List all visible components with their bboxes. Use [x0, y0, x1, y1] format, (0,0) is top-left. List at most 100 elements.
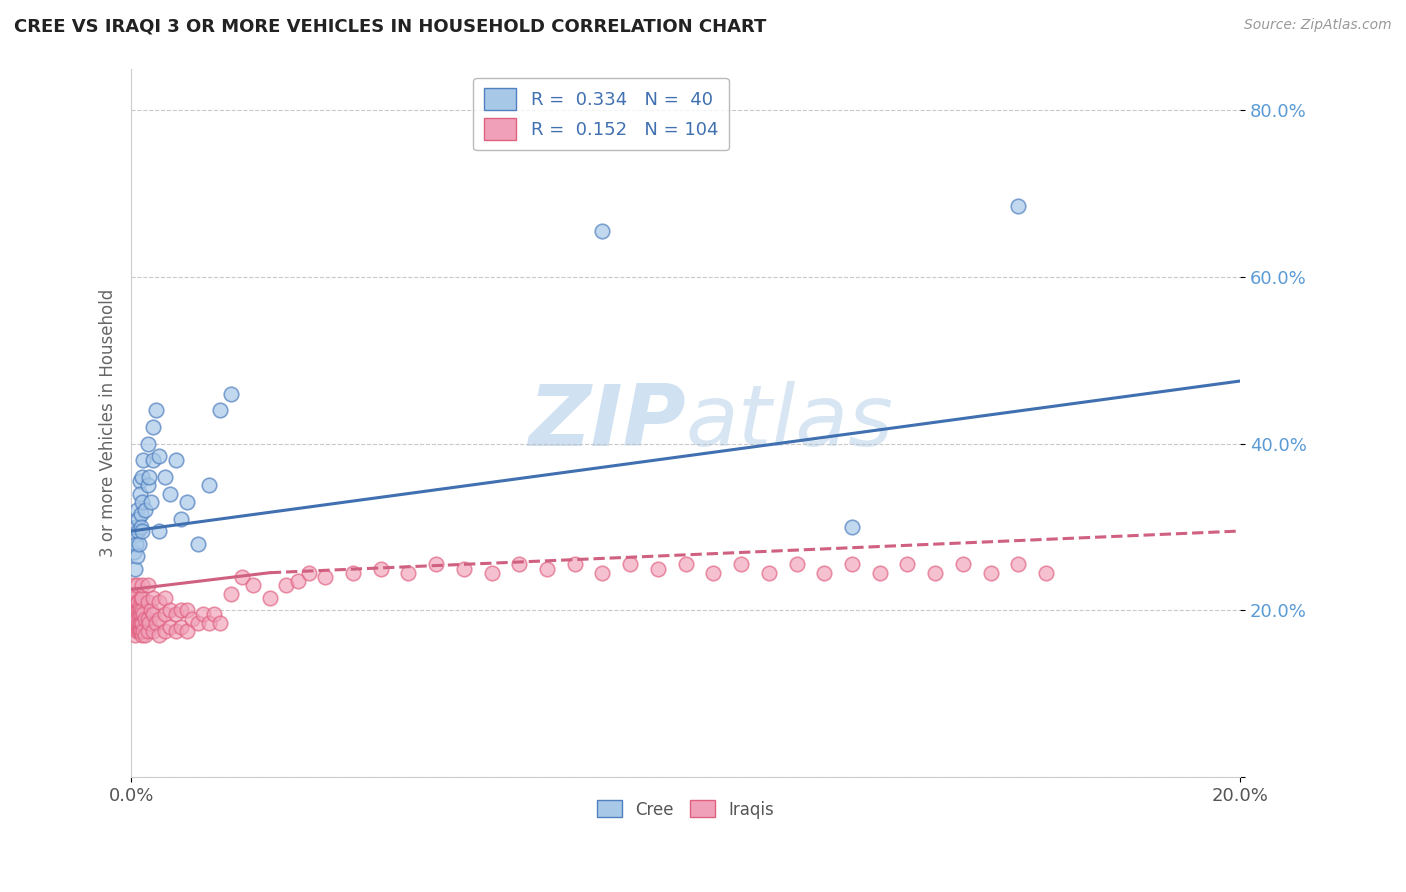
Y-axis label: 3 or more Vehicles in Household: 3 or more Vehicles in Household: [100, 289, 117, 557]
Text: Source: ZipAtlas.com: Source: ZipAtlas.com: [1244, 18, 1392, 32]
Point: [170, 511, 193, 525]
Point: [131, 578, 153, 592]
Point: [219, 586, 242, 600]
Point: [298, 566, 321, 580]
Point: [129, 615, 152, 630]
Point: [592, 224, 614, 238]
Point: [127, 603, 149, 617]
Point: [136, 436, 159, 450]
Point: [176, 624, 198, 638]
Point: [481, 566, 503, 580]
Point: [170, 620, 193, 634]
Point: [127, 620, 149, 634]
Point: [136, 624, 159, 638]
Point: [131, 615, 153, 630]
Point: [187, 615, 209, 630]
Point: [159, 620, 181, 634]
Point: [136, 478, 159, 492]
Point: [132, 453, 155, 467]
Point: [128, 624, 150, 638]
Point: [125, 603, 148, 617]
Point: [896, 558, 918, 572]
Point: [536, 561, 558, 575]
Point: [145, 615, 167, 630]
Point: [287, 574, 309, 588]
Point: [142, 420, 165, 434]
Point: [125, 503, 148, 517]
Point: [132, 607, 155, 622]
Point: [198, 615, 221, 630]
Point: [124, 561, 146, 575]
Point: [176, 603, 198, 617]
Text: CREE VS IRAQI 3 OR MORE VEHICLES IN HOUSEHOLD CORRELATION CHART: CREE VS IRAQI 3 OR MORE VEHICLES IN HOUS…: [14, 18, 766, 36]
Point: [159, 603, 181, 617]
Text: ZIP: ZIP: [529, 381, 686, 464]
Point: [128, 615, 150, 630]
Point: [924, 566, 946, 580]
Point: [202, 607, 225, 622]
Point: [131, 495, 153, 509]
Point: [193, 607, 215, 622]
Point: [122, 603, 145, 617]
Point: [148, 628, 170, 642]
Point: [208, 615, 231, 630]
Point: [148, 611, 170, 625]
Point: [259, 591, 281, 605]
Point: [136, 595, 159, 609]
Point: [869, 566, 891, 580]
Point: [122, 611, 145, 625]
Point: [142, 453, 165, 467]
Point: [125, 615, 148, 630]
Point: [181, 611, 204, 625]
Point: [592, 566, 614, 580]
Point: [125, 586, 148, 600]
Point: [131, 603, 153, 617]
Text: atlas: atlas: [686, 381, 894, 464]
Point: [508, 558, 530, 572]
Point: [134, 503, 156, 517]
Point: [231, 570, 253, 584]
Point: [564, 558, 586, 572]
Point: [841, 520, 863, 534]
Point: [165, 607, 187, 622]
Point: [370, 561, 392, 575]
Point: [125, 611, 148, 625]
Point: [398, 566, 420, 580]
Point: [153, 470, 176, 484]
Point: [675, 558, 697, 572]
Point: [647, 561, 669, 575]
Point: [276, 578, 298, 592]
Point: [128, 536, 150, 550]
Point: [1035, 566, 1057, 580]
Point: [122, 620, 145, 634]
Point: [128, 474, 150, 488]
Point: [1007, 558, 1029, 572]
Point: [127, 615, 149, 630]
Point: [159, 486, 181, 500]
Point: [148, 524, 170, 538]
Point: [153, 591, 176, 605]
Point: [132, 624, 155, 638]
Point: [342, 566, 364, 580]
Point: [129, 624, 152, 638]
Point: [124, 607, 146, 622]
Point: [758, 566, 780, 580]
Point: [129, 624, 152, 638]
Point: [219, 386, 242, 401]
Point: [813, 566, 835, 580]
Point: [122, 545, 145, 559]
Point: [170, 603, 193, 617]
Point: [127, 595, 149, 609]
Point: [153, 607, 176, 622]
Point: [952, 558, 974, 572]
Point: [176, 495, 198, 509]
Point: [138, 615, 160, 630]
Point: [165, 624, 187, 638]
Point: [128, 599, 150, 613]
Point: [841, 558, 863, 572]
Point: [122, 578, 145, 592]
Point: [980, 566, 1002, 580]
Point: [134, 611, 156, 625]
Point: [136, 611, 159, 625]
Point: [125, 520, 148, 534]
